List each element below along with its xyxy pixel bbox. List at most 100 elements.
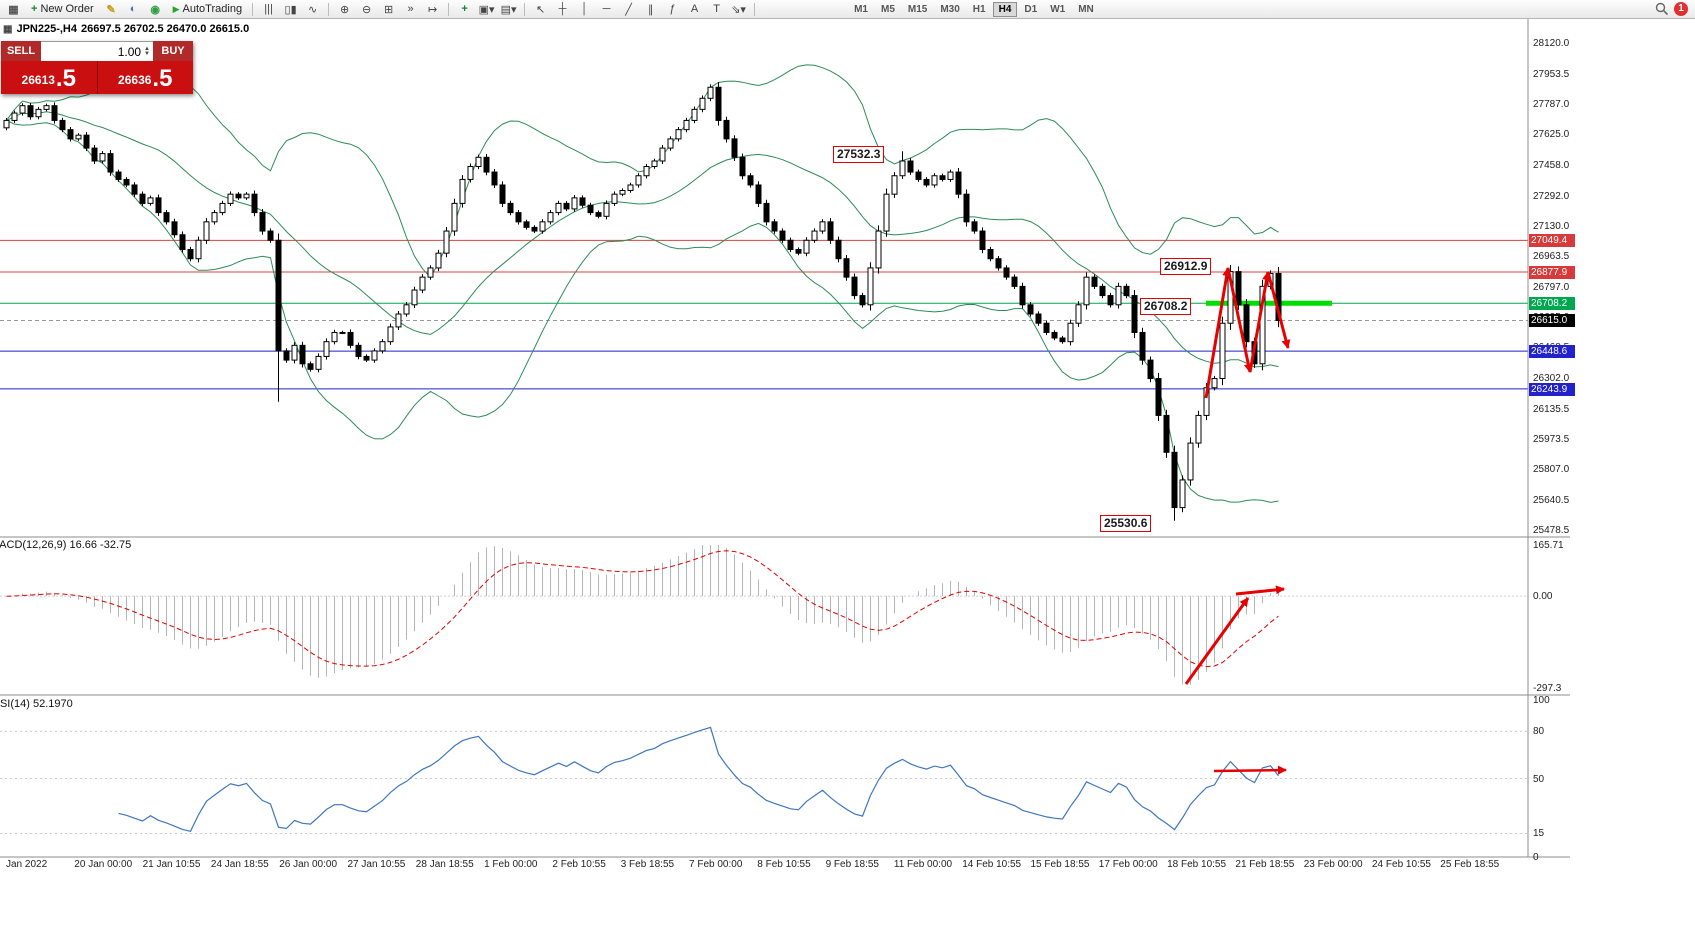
line-chart-mode-icon[interactable]: ∿ [307, 3, 318, 16]
price-annotation[interactable]: 26708.2 [1140, 297, 1192, 315]
toolbar-group-zoom: ⊕ ⊖ ⊞ » ↦ [334, 1, 443, 17]
bollinger-middle-band[interactable] [6, 111, 1279, 368]
rsi-axis-label: 50 [1533, 773, 1545, 785]
time-axis-label: 20 Jan 00:00 [74, 859, 133, 870]
new-order-icon: + [31, 3, 38, 15]
crosshair-icon[interactable]: ┼ [558, 3, 567, 15]
bollinger-upper-band[interactable] [6, 64, 1279, 279]
trend-arrow[interactable] [1184, 597, 1250, 685]
time-axis-label: 28 Jan 18:55 [415, 859, 474, 870]
macd-indicator-label: MACD(12,26,9) 16.66 -32.75 [0, 539, 132, 551]
timeframe-m1[interactable]: M1 [854, 3, 868, 15]
global-settings-icon[interactable]: ◉ [150, 3, 160, 16]
price-annotation[interactable]: 27532.3 [833, 146, 885, 164]
spinner-down-icon[interactable]: ▼ [144, 50, 150, 57]
toolbar-separator [252, 2, 254, 16]
buy-button[interactable]: BUY [153, 41, 193, 61]
horizontal-line-icon[interactable]: ─ [602, 3, 611, 15]
macd-signal-line [6, 550, 1279, 668]
candlestick-mode-icon[interactable]: ▯▮ [284, 3, 297, 16]
price-axis-label: 26963.5 [1533, 251, 1570, 263]
chart-title: ▦ JPN225-,H4 26697.5 26702.5 26470.0 266… [3, 23, 249, 35]
zoom-in-icon[interactable]: ⊕ [339, 3, 350, 16]
volume-spinner[interactable]: ▲ ▼ [144, 45, 150, 57]
rsi-line [118, 726, 1279, 832]
search-icon[interactable] [1655, 2, 1669, 16]
templates-icon[interactable]: ▤▾ [500, 3, 517, 16]
trend-arrow[interactable] [1213, 765, 1287, 775]
toolbar-group-panels: ✎ ◐ ◉ [101, 1, 166, 17]
new-order-button[interactable]: + New Order [26, 1, 99, 17]
price-axis-label: 25478.5 [1533, 525, 1570, 536]
sell-button[interactable]: SELL [1, 41, 41, 61]
spinner-up-icon[interactable]: ▲ [144, 45, 150, 52]
text-label-icon[interactable]: T [713, 3, 720, 15]
new-order-label: New Order [40, 3, 94, 15]
indicators-list-icon[interactable]: + [461, 3, 468, 15]
zoom-out-icon[interactable]: ⊖ [361, 3, 372, 16]
timeframe-mn[interactable]: MN [1078, 3, 1094, 15]
timeframe-h1[interactable]: H1 [972, 3, 986, 15]
history-center-icon[interactable]: ◐ [129, 3, 137, 15]
tile-windows-icon[interactable]: ⊞ [383, 3, 394, 16]
toolbar-separator [754, 2, 756, 16]
macd-axis-label: 165.71 [1533, 540, 1564, 551]
price-tag: 26448.6 [1529, 345, 1575, 359]
price-annotation[interactable]: 25530.6 [1100, 514, 1152, 532]
price-axis-label: 27292.0 [1533, 190, 1570, 202]
price-axis-label: 25973.5 [1533, 433, 1570, 445]
buy-price-main: 26636 [118, 73, 152, 87]
time-axis-label: Jan 2022 [6, 859, 48, 870]
time-axis-label: 21 Jan 10:55 [142, 859, 201, 870]
price-axis-label: 26135.5 [1533, 403, 1570, 415]
price-axis-label: 25640.5 [1533, 495, 1570, 507]
equidistant-channel-icon[interactable]: ∥ [647, 3, 654, 16]
trend-arrow[interactable] [1226, 267, 1253, 373]
autotrading-button[interactable]: ▶ AutoTrading [168, 1, 247, 17]
time-axis-label: 8 Feb 10:55 [757, 859, 811, 870]
text-icon[interactable]: A [690, 3, 699, 15]
trend-arrow[interactable] [1248, 271, 1272, 373]
vertical-line-icon[interactable]: │ [581, 3, 589, 15]
trendline-icon[interactable]: ╱ [625, 3, 632, 16]
notification-badge[interactable]: 1 [1674, 2, 1688, 16]
timeframe-m15[interactable]: M15 [907, 3, 928, 15]
sell-price-button[interactable]: 26613 .5 [1, 61, 98, 94]
bollinger-lower-band[interactable] [6, 119, 1279, 503]
timeframe-d1[interactable]: D1 [1024, 3, 1038, 15]
timeframe-w1[interactable]: W1 [1050, 3, 1066, 15]
bar-chart-mode-icon[interactable]: ||| [264, 3, 273, 15]
toolbar-group-chart-modes: ||| ▯▮ ∿ [258, 1, 323, 17]
time-axis-label: 23 Feb 00:00 [1303, 859, 1363, 870]
metaeditor-icon[interactable]: ✎ [106, 3, 116, 16]
price-axis-label: 27458.0 [1533, 160, 1570, 172]
timeframe-h4[interactable]: H4 [992, 1, 1018, 17]
buy-price-button[interactable]: 26636 .5 [98, 61, 194, 94]
sell-price-pips: .5 [55, 65, 76, 92]
time-axis-label: 15 Feb 18:55 [1030, 859, 1090, 870]
chart-window-icon[interactable]: ▦ [8, 3, 19, 16]
auto-scroll-icon[interactable]: » [407, 3, 414, 15]
time-axis-label: 1 Feb 00:00 [484, 859, 538, 870]
fibonacci-icon[interactable]: ƒ [669, 3, 676, 15]
price-annotation[interactable]: 26912.9 [1160, 258, 1212, 276]
macd-axis-label: 0.00 [1533, 591, 1553, 603]
cursor-icon[interactable]: ↖ [535, 3, 546, 16]
rsi-axis-label: 0 [1533, 852, 1539, 863]
trend-arrow[interactable] [1204, 267, 1232, 399]
timeframe-m30[interactable]: M30 [940, 3, 960, 15]
toolbar-group-drawing: ↖ ┼ │ ─ ╱ ∥ ƒ A T ⇘▾ [530, 1, 749, 17]
periods-dropdown-icon[interactable]: ▣▾ [478, 3, 495, 16]
trend-arrow[interactable] [1266, 271, 1291, 349]
chart-symbol-icon: ▦ [3, 23, 13, 35]
price-axis-label: 26797.0 [1533, 281, 1570, 293]
timeframe-group: M1 M5 M15 M30 H1 H4 D1 W1 MN [848, 1, 1100, 17]
price-axis-label: 27953.5 [1533, 68, 1570, 80]
arrows-tool-icon[interactable]: ⇘▾ [731, 3, 746, 16]
price-axis-label: 27787.0 [1533, 99, 1570, 111]
timeframe-m5[interactable]: M5 [880, 3, 895, 15]
volume-input[interactable]: 1.00 ▲ ▼ [41, 41, 153, 61]
trend-arrow[interactable] [1235, 585, 1285, 596]
price-axis-label: 26302.0 [1533, 373, 1570, 385]
chart-shift-icon[interactable]: ↦ [427, 3, 438, 16]
